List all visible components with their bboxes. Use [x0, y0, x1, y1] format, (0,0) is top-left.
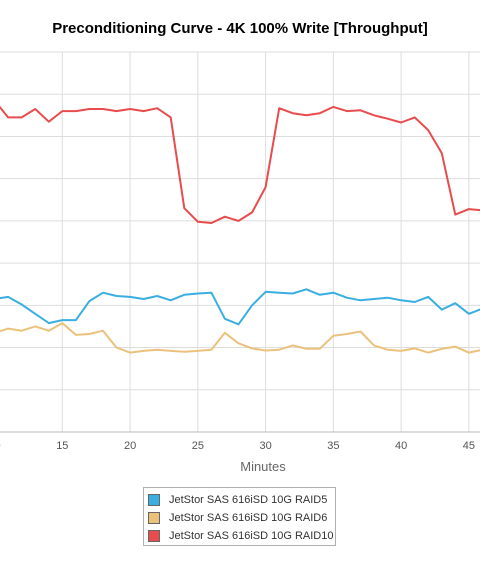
legend-item: JetStor SAS 616iSD 10G RAID6 — [148, 509, 335, 527]
x-tick-labels: 10 15 20 25 30 35 40 45 — [0, 440, 475, 452]
x-axis-title: Minutes — [240, 459, 286, 474]
grid-layer — [0, 51, 480, 432]
chart-title: Preconditioning Curve - 4K 100% Write [T… — [52, 20, 428, 37]
series-line-3 — [0, 105, 480, 224]
legend-item: JetStor SAS 616iSD 10G RAID10 — [148, 527, 335, 545]
x-tick-label: 35 — [327, 440, 339, 452]
x-tick-label: 40 — [395, 440, 407, 452]
x-tick-label: 20 — [124, 440, 136, 452]
legend-label: JetStor SAS 616iSD 10G RAID5 — [169, 494, 328, 506]
legend-swatch — [148, 494, 160, 506]
series-line-1 — [0, 288, 480, 326]
line-chart: 10 15 20 25 30 35 40 45 Minutes — [0, 51, 480, 474]
series-layer — [0, 105, 480, 354]
legend-swatch — [148, 530, 160, 542]
legend-item: JetStor SAS 616iSD 10G RAID5 — [148, 491, 335, 509]
legend: JetStor SAS 616iSD 10G RAID5 JetStor SAS … — [143, 487, 336, 546]
legend-label: JetStor SAS 616iSD 10G RAID10 — [169, 530, 334, 542]
legend-label: JetStor SAS 616iSD 10G RAID6 — [169, 512, 328, 524]
x-tick-label: 25 — [192, 440, 204, 452]
x-tick-label: 15 — [56, 440, 68, 452]
x-tick-label: 30 — [259, 440, 271, 452]
x-tick-label: 45 — [463, 440, 475, 452]
x-tick-label: 10 — [0, 440, 1, 452]
series-line-2 — [0, 322, 480, 354]
legend-swatch — [148, 512, 160, 524]
